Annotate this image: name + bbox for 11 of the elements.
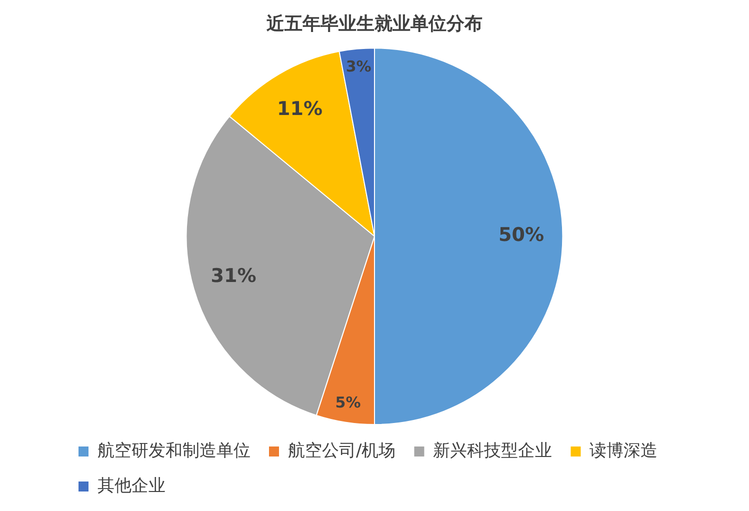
data-label: 5% — [335, 393, 361, 412]
legend-label: 新兴科技型企业 — [433, 440, 552, 461]
data-label: 3% — [346, 58, 372, 76]
legend-label: 航空研发和制造单位 — [98, 440, 250, 461]
data-label: 31% — [210, 265, 256, 288]
legend-label: 其他企业 — [98, 476, 166, 496]
data-label: 11% — [277, 98, 323, 120]
legend-label: 读博深造 — [590, 440, 658, 461]
chart-title: 近五年毕业生就业单位分布 — [266, 13, 482, 34]
data-label: 50% — [498, 224, 544, 246]
legend-label: 航空公司/机场 — [288, 440, 396, 461]
